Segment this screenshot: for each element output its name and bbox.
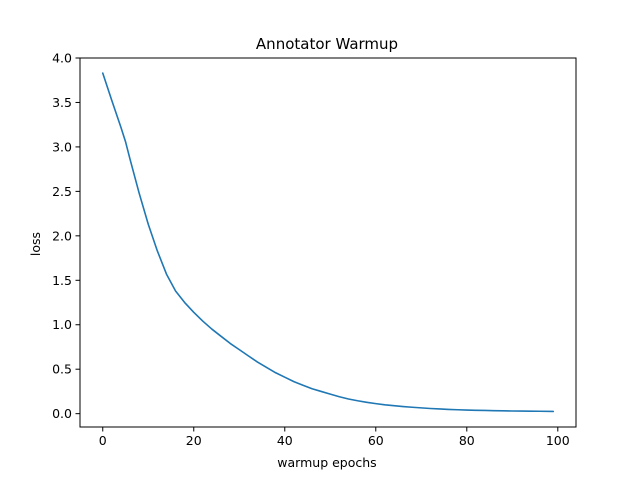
x-tick-label: 60 bbox=[368, 433, 384, 448]
plot-frame bbox=[79, 57, 577, 428]
chart-title: Annotator Warmup bbox=[256, 35, 398, 53]
y-tick-label: 3.0 bbox=[52, 139, 72, 154]
y-tick-label: 2.0 bbox=[52, 228, 72, 243]
y-axis-title: loss bbox=[28, 232, 43, 256]
x-axis-title: warmup epochs bbox=[277, 455, 376, 470]
y-tick-label: 3.5 bbox=[52, 95, 72, 110]
y-tick-label: 1.5 bbox=[52, 273, 72, 288]
plot-area bbox=[79, 57, 577, 428]
y-tick-label: 1.0 bbox=[52, 317, 72, 332]
x-tick-label: 100 bbox=[546, 433, 570, 448]
y-tick-label: 0.5 bbox=[52, 362, 72, 377]
y-tick-label: 0.0 bbox=[52, 406, 72, 421]
series-line-0 bbox=[101, 72, 555, 413]
x-tick-label: 0 bbox=[99, 433, 107, 448]
x-tick-label: 20 bbox=[186, 433, 202, 448]
y-axis: 0.0 0.5 1.0 1.5 2.0 2.5 3.0 3.5 4.0 bbox=[52, 51, 80, 421]
y-tick-label: 2.5 bbox=[52, 184, 72, 199]
x-tick-label: 40 bbox=[277, 433, 293, 448]
x-tick-label: 80 bbox=[459, 433, 475, 448]
y-tick-label: 4.0 bbox=[52, 51, 72, 66]
x-axis: 0 20 40 60 80 100 bbox=[99, 427, 570, 448]
